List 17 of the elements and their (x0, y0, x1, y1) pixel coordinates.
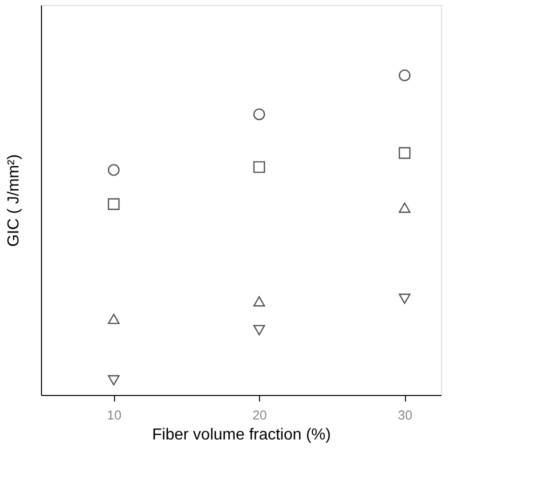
point (398, 294, 410, 304)
point (108, 164, 120, 176)
point (253, 296, 266, 306)
point (108, 314, 120, 324)
x-tick-label: 10 (106, 408, 122, 422)
point (108, 375, 120, 386)
point (253, 108, 266, 120)
point (398, 202, 410, 213)
x-axis-title: Fiber volume fraction (%) (152, 426, 331, 444)
point (253, 324, 266, 336)
point (253, 161, 266, 173)
point (108, 198, 120, 210)
y-axis-title: GIC ( J/mm²) (6, 154, 22, 247)
x-tick-label: 20 (252, 408, 267, 422)
point (398, 147, 410, 159)
x-tick-label: 30 (398, 408, 412, 422)
point (398, 69, 410, 82)
